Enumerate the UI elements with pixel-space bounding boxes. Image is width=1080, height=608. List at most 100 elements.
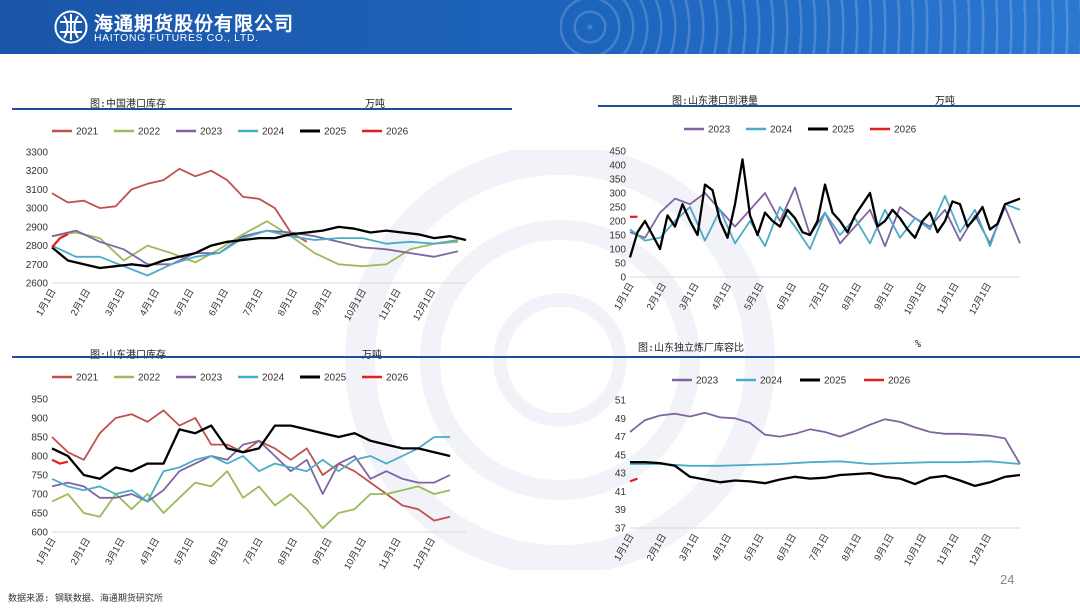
x-tick-label: 1月1日: [612, 281, 636, 312]
series-line-2025: [628, 158, 1021, 258]
x-tick-label: 1月1日: [612, 532, 636, 563]
x-tick-label: 8月1日: [840, 281, 864, 312]
company-name-cn: 海通期货股份有限公司: [94, 13, 295, 35]
y-tick-label: 700: [31, 490, 48, 501]
y-tick-label: 3000: [26, 204, 49, 215]
panel-title-shandong-port-inventory: 图:山东港口库存: [90, 346, 166, 361]
x-tick-label: 3月1日: [103, 536, 127, 567]
y-tick-label: 39: [615, 505, 627, 516]
page-number: 24: [1000, 572, 1015, 587]
x-tick-label: 9月1日: [872, 281, 896, 312]
x-tick-label: 6月1日: [775, 281, 799, 312]
x-tick-label: 2月1日: [645, 532, 669, 563]
y-tick-label: 300: [609, 189, 626, 200]
chart-china-port-inventory: 2600 2700 2800 2900 3000 3100 3200 3300 1月1日 2月1日…: [26, 127, 467, 323]
y-tick-label: 450: [609, 147, 626, 158]
y-tick-label: 850: [31, 433, 48, 444]
x-tick-label: 5月1日: [172, 536, 196, 567]
legend-label-2022: 2022: [138, 373, 161, 384]
x-tick-label: 11月1日: [935, 532, 962, 567]
y-tick-label: 41: [615, 487, 627, 498]
x-tick-label: 6月1日: [207, 287, 231, 318]
y-tick-label: 0: [620, 273, 626, 284]
x-tick-label: 3月1日: [103, 287, 127, 318]
legend-label-2024: 2024: [262, 373, 285, 384]
chart-refinery-capacity-ratio: 37 39 41 43 45 47 49 51 1月1日 2月1日 3月1日 4月1日 5月1日 6月1日…: [612, 376, 1021, 568]
x-tick-label: 9月1日: [310, 287, 334, 318]
x-tick-label: 5月1日: [742, 281, 766, 312]
legend-label-2026: 2026: [888, 376, 911, 387]
y-tick-label: 49: [615, 414, 627, 425]
panel-title-china-port-inventory: 图:中国港口库存: [90, 99, 167, 110]
divider-middle: [12, 356, 1080, 358]
haitong-logo-icon: [54, 10, 88, 44]
panel-unit-shandong-port-inventory: 万吨: [362, 346, 382, 361]
banner-pattern: [560, 0, 1080, 54]
x-tick-label: 11月1日: [377, 536, 404, 571]
series-line-2025: [51, 424, 451, 480]
legend-label-2024: 2024: [760, 376, 783, 387]
x-tick-label: 7月1日: [807, 532, 831, 563]
panel-unit-shandong-arrivals: 万吨: [935, 96, 955, 107]
legend-label-2021: 2021: [76, 127, 99, 138]
y-tick-label: 45: [615, 450, 627, 461]
x-tick-label: 9月1日: [310, 536, 334, 567]
divider-top-right: [598, 105, 1080, 107]
y-tick-label: 800: [31, 452, 48, 463]
series-line-2021: [51, 167, 308, 243]
y-tick-label: 650: [31, 509, 48, 520]
x-tick-label: 2月1日: [69, 287, 93, 318]
y-tick-label: 2600: [26, 279, 49, 290]
y-tick-label: 2900: [26, 222, 49, 233]
legend-label-2026: 2026: [386, 373, 409, 384]
x-tick-label: 10月1日: [342, 287, 369, 323]
legend-label-2024: 2024: [262, 127, 285, 138]
legend-label-2025: 2025: [324, 373, 347, 384]
x-tick-label: 1月1日: [34, 536, 58, 567]
y-tick-label: 3200: [26, 166, 49, 177]
series-line-2025: [630, 461, 1021, 488]
chart-shandong-arrivals: 0 50 100 150 200 250 300 350 400 450 1月1日 2月1日 3月1日 4…: [609, 125, 1021, 317]
chart-shandong-port-inventory: 600 650 700 750 800 850 900 950 1月1日 2月1日 3月1日 4月1日…: [31, 373, 466, 572]
series-line-2022: [51, 470, 451, 530]
y-tick-label: 750: [31, 471, 48, 482]
legend-label-2026: 2026: [894, 125, 917, 136]
background-watermark: [345, 150, 775, 570]
x-tick-label: 12月1日: [411, 287, 438, 323]
x-tick-label: 5月1日: [742, 532, 766, 563]
x-tick-label: 4月1日: [138, 287, 162, 318]
x-tick-label: 5月1日: [172, 287, 196, 318]
legend-label-2025: 2025: [824, 376, 847, 387]
y-tick-label: 3300: [26, 148, 49, 159]
x-tick-label: 2月1日: [69, 536, 93, 567]
series-line-2023: [629, 411, 1021, 465]
x-tick-label: 10月1日: [342, 536, 369, 572]
legend-label-2025: 2025: [832, 125, 855, 136]
x-tick-label: 10月1日: [902, 532, 929, 568]
x-tick-label: 7月1日: [241, 287, 265, 318]
series-line-2024: [629, 194, 1021, 250]
x-tick-label: 1月1日: [34, 287, 58, 318]
legend-label-2023: 2023: [708, 125, 731, 136]
x-tick-label: 7月1日: [241, 536, 265, 567]
y-tick-label: 47: [615, 432, 627, 443]
series-line-2022: [51, 220, 459, 268]
x-tick-label: 8月1日: [840, 532, 864, 563]
x-tick-label: 8月1日: [276, 536, 300, 567]
y-tick-label: 950: [31, 395, 48, 406]
company-name-en: HAITONG FUTURES CO., LTD.: [94, 32, 259, 44]
legend-label-2021: 2021: [76, 373, 99, 384]
legend-label-2026: 2026: [386, 127, 409, 138]
y-tick-label: 37: [615, 524, 627, 535]
panel-unit-refinery-capacity-ratio: %: [915, 339, 922, 350]
series-line-2023: [51, 229, 459, 266]
x-tick-label: 11月1日: [935, 281, 962, 316]
series-line-2026: [629, 477, 638, 483]
x-tick-label: 12月1日: [967, 532, 994, 568]
x-tick-label: 12月1日: [967, 281, 994, 317]
y-tick-label: 400: [609, 161, 626, 172]
series-line-2023: [51, 439, 451, 503]
x-tick-label: 6月1日: [207, 536, 231, 567]
panel-title-shandong-arrivals: 图:山东港口到港量: [672, 96, 759, 107]
legend-label-2023: 2023: [696, 376, 719, 387]
